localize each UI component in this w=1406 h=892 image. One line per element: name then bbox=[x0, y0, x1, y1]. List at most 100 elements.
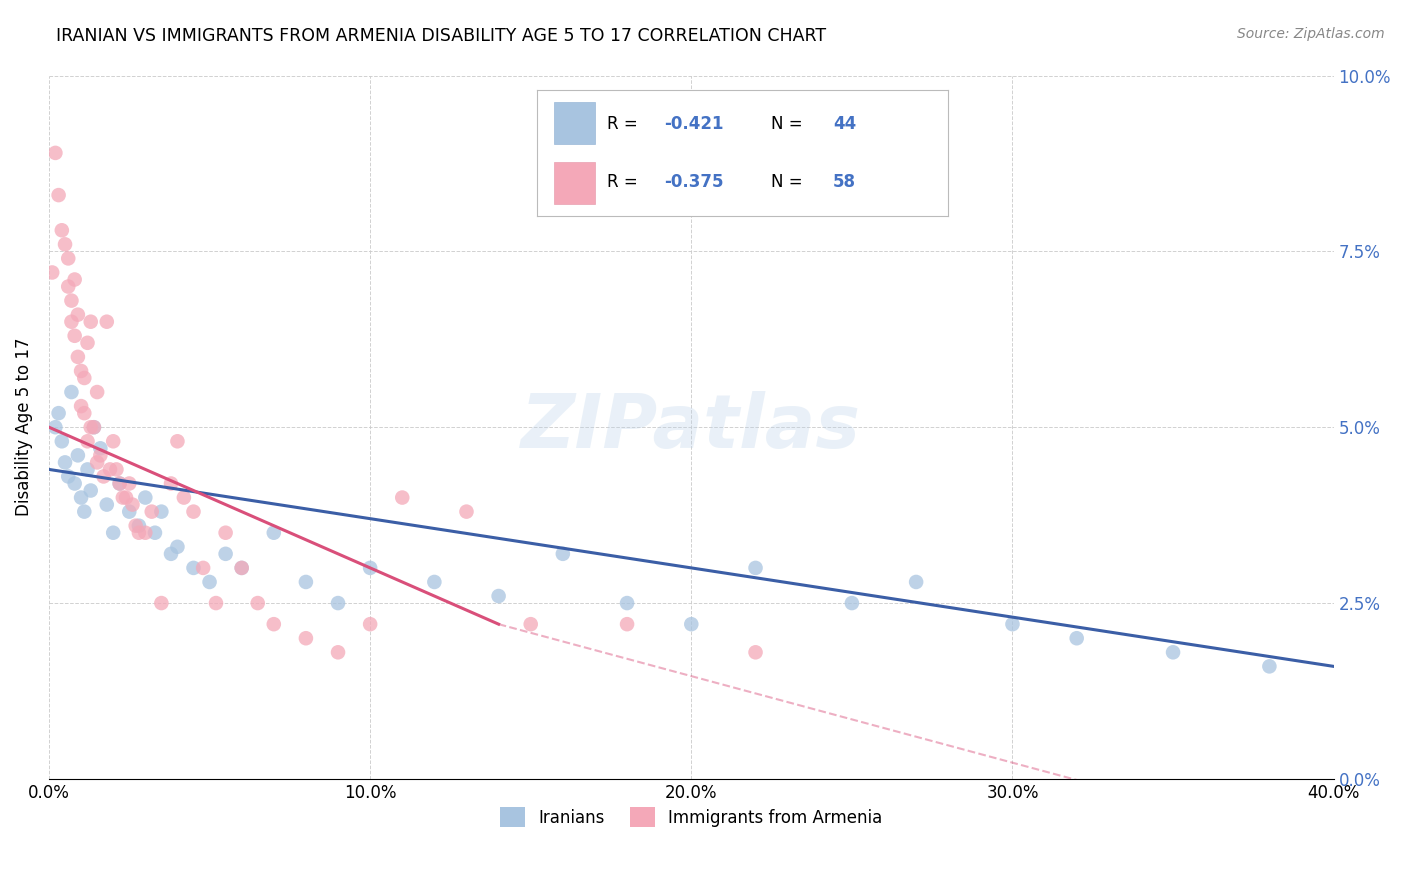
Point bbox=[231, 561, 253, 575]
Point bbox=[423, 574, 446, 589]
Point bbox=[66, 350, 89, 364]
Point bbox=[86, 385, 108, 400]
Point bbox=[125, 518, 148, 533]
Point bbox=[143, 525, 166, 540]
Point bbox=[295, 574, 318, 589]
Point bbox=[44, 420, 66, 434]
Point bbox=[60, 385, 83, 400]
Point bbox=[359, 561, 381, 575]
Point bbox=[73, 406, 96, 420]
Point bbox=[70, 364, 93, 378]
Point bbox=[51, 223, 73, 237]
Point bbox=[96, 498, 118, 512]
Point bbox=[41, 265, 63, 279]
Point bbox=[51, 434, 73, 449]
Point bbox=[744, 561, 766, 575]
Point bbox=[48, 406, 70, 420]
Point bbox=[519, 617, 541, 632]
Point bbox=[111, 491, 134, 505]
Point bbox=[326, 596, 349, 610]
Text: IRANIAN VS IMMIGRANTS FROM ARMENIA DISABILITY AGE 5 TO 17 CORRELATION CHART: IRANIAN VS IMMIGRANTS FROM ARMENIA DISAB… bbox=[56, 27, 827, 45]
Point bbox=[150, 505, 173, 519]
Point bbox=[183, 561, 205, 575]
Point bbox=[115, 491, 138, 505]
Point bbox=[205, 596, 228, 610]
Point bbox=[128, 518, 150, 533]
Point bbox=[263, 617, 285, 632]
Point bbox=[681, 617, 703, 632]
Point bbox=[48, 188, 70, 202]
Point bbox=[214, 525, 236, 540]
Point bbox=[83, 420, 105, 434]
Legend: Iranians, Immigrants from Armenia: Iranians, Immigrants from Armenia bbox=[494, 800, 889, 834]
Point bbox=[166, 540, 188, 554]
Point bbox=[60, 293, 83, 308]
Point bbox=[108, 476, 131, 491]
Point bbox=[551, 547, 574, 561]
Point bbox=[66, 308, 89, 322]
Point bbox=[70, 399, 93, 413]
Y-axis label: Disability Age 5 to 17: Disability Age 5 to 17 bbox=[15, 338, 32, 516]
Point bbox=[246, 596, 269, 610]
Point bbox=[1001, 617, 1024, 632]
Point bbox=[83, 420, 105, 434]
Point bbox=[103, 434, 125, 449]
Point bbox=[488, 589, 510, 603]
Point bbox=[76, 462, 98, 476]
Point bbox=[103, 525, 125, 540]
Point bbox=[150, 596, 173, 610]
Point bbox=[58, 279, 80, 293]
Point bbox=[93, 469, 115, 483]
Point bbox=[134, 491, 156, 505]
Point bbox=[359, 617, 381, 632]
Point bbox=[76, 434, 98, 449]
Point bbox=[841, 596, 863, 610]
Point bbox=[58, 469, 80, 483]
Point bbox=[89, 442, 111, 456]
Point bbox=[96, 315, 118, 329]
Point bbox=[616, 617, 638, 632]
Text: ZIPatlas: ZIPatlas bbox=[522, 391, 862, 464]
Point bbox=[98, 462, 121, 476]
Point bbox=[160, 476, 183, 491]
Point bbox=[214, 547, 236, 561]
Point bbox=[141, 505, 163, 519]
Point bbox=[160, 547, 183, 561]
Point bbox=[73, 505, 96, 519]
Point bbox=[44, 145, 66, 160]
Point bbox=[231, 561, 253, 575]
Point bbox=[166, 434, 188, 449]
Point bbox=[105, 462, 128, 476]
Point bbox=[63, 476, 86, 491]
Point bbox=[295, 632, 318, 646]
Point bbox=[1066, 632, 1088, 646]
Point bbox=[1161, 645, 1184, 659]
Point bbox=[121, 498, 143, 512]
Point bbox=[191, 561, 214, 575]
Point bbox=[63, 328, 86, 343]
Point bbox=[63, 272, 86, 286]
Point bbox=[1258, 659, 1281, 673]
Point bbox=[53, 237, 76, 252]
Point bbox=[80, 420, 103, 434]
Point bbox=[744, 645, 766, 659]
Point bbox=[108, 476, 131, 491]
Point bbox=[134, 525, 156, 540]
Point bbox=[73, 371, 96, 385]
Point bbox=[118, 476, 141, 491]
Point bbox=[616, 596, 638, 610]
Point bbox=[86, 455, 108, 469]
Point bbox=[118, 505, 141, 519]
Point bbox=[263, 525, 285, 540]
Point bbox=[173, 491, 195, 505]
Point bbox=[58, 252, 80, 266]
Point bbox=[80, 315, 103, 329]
Point bbox=[326, 645, 349, 659]
Point bbox=[76, 335, 98, 350]
Point bbox=[198, 574, 221, 589]
Point bbox=[70, 491, 93, 505]
Point bbox=[80, 483, 103, 498]
Point bbox=[391, 491, 413, 505]
Point bbox=[66, 448, 89, 462]
Point bbox=[456, 505, 478, 519]
